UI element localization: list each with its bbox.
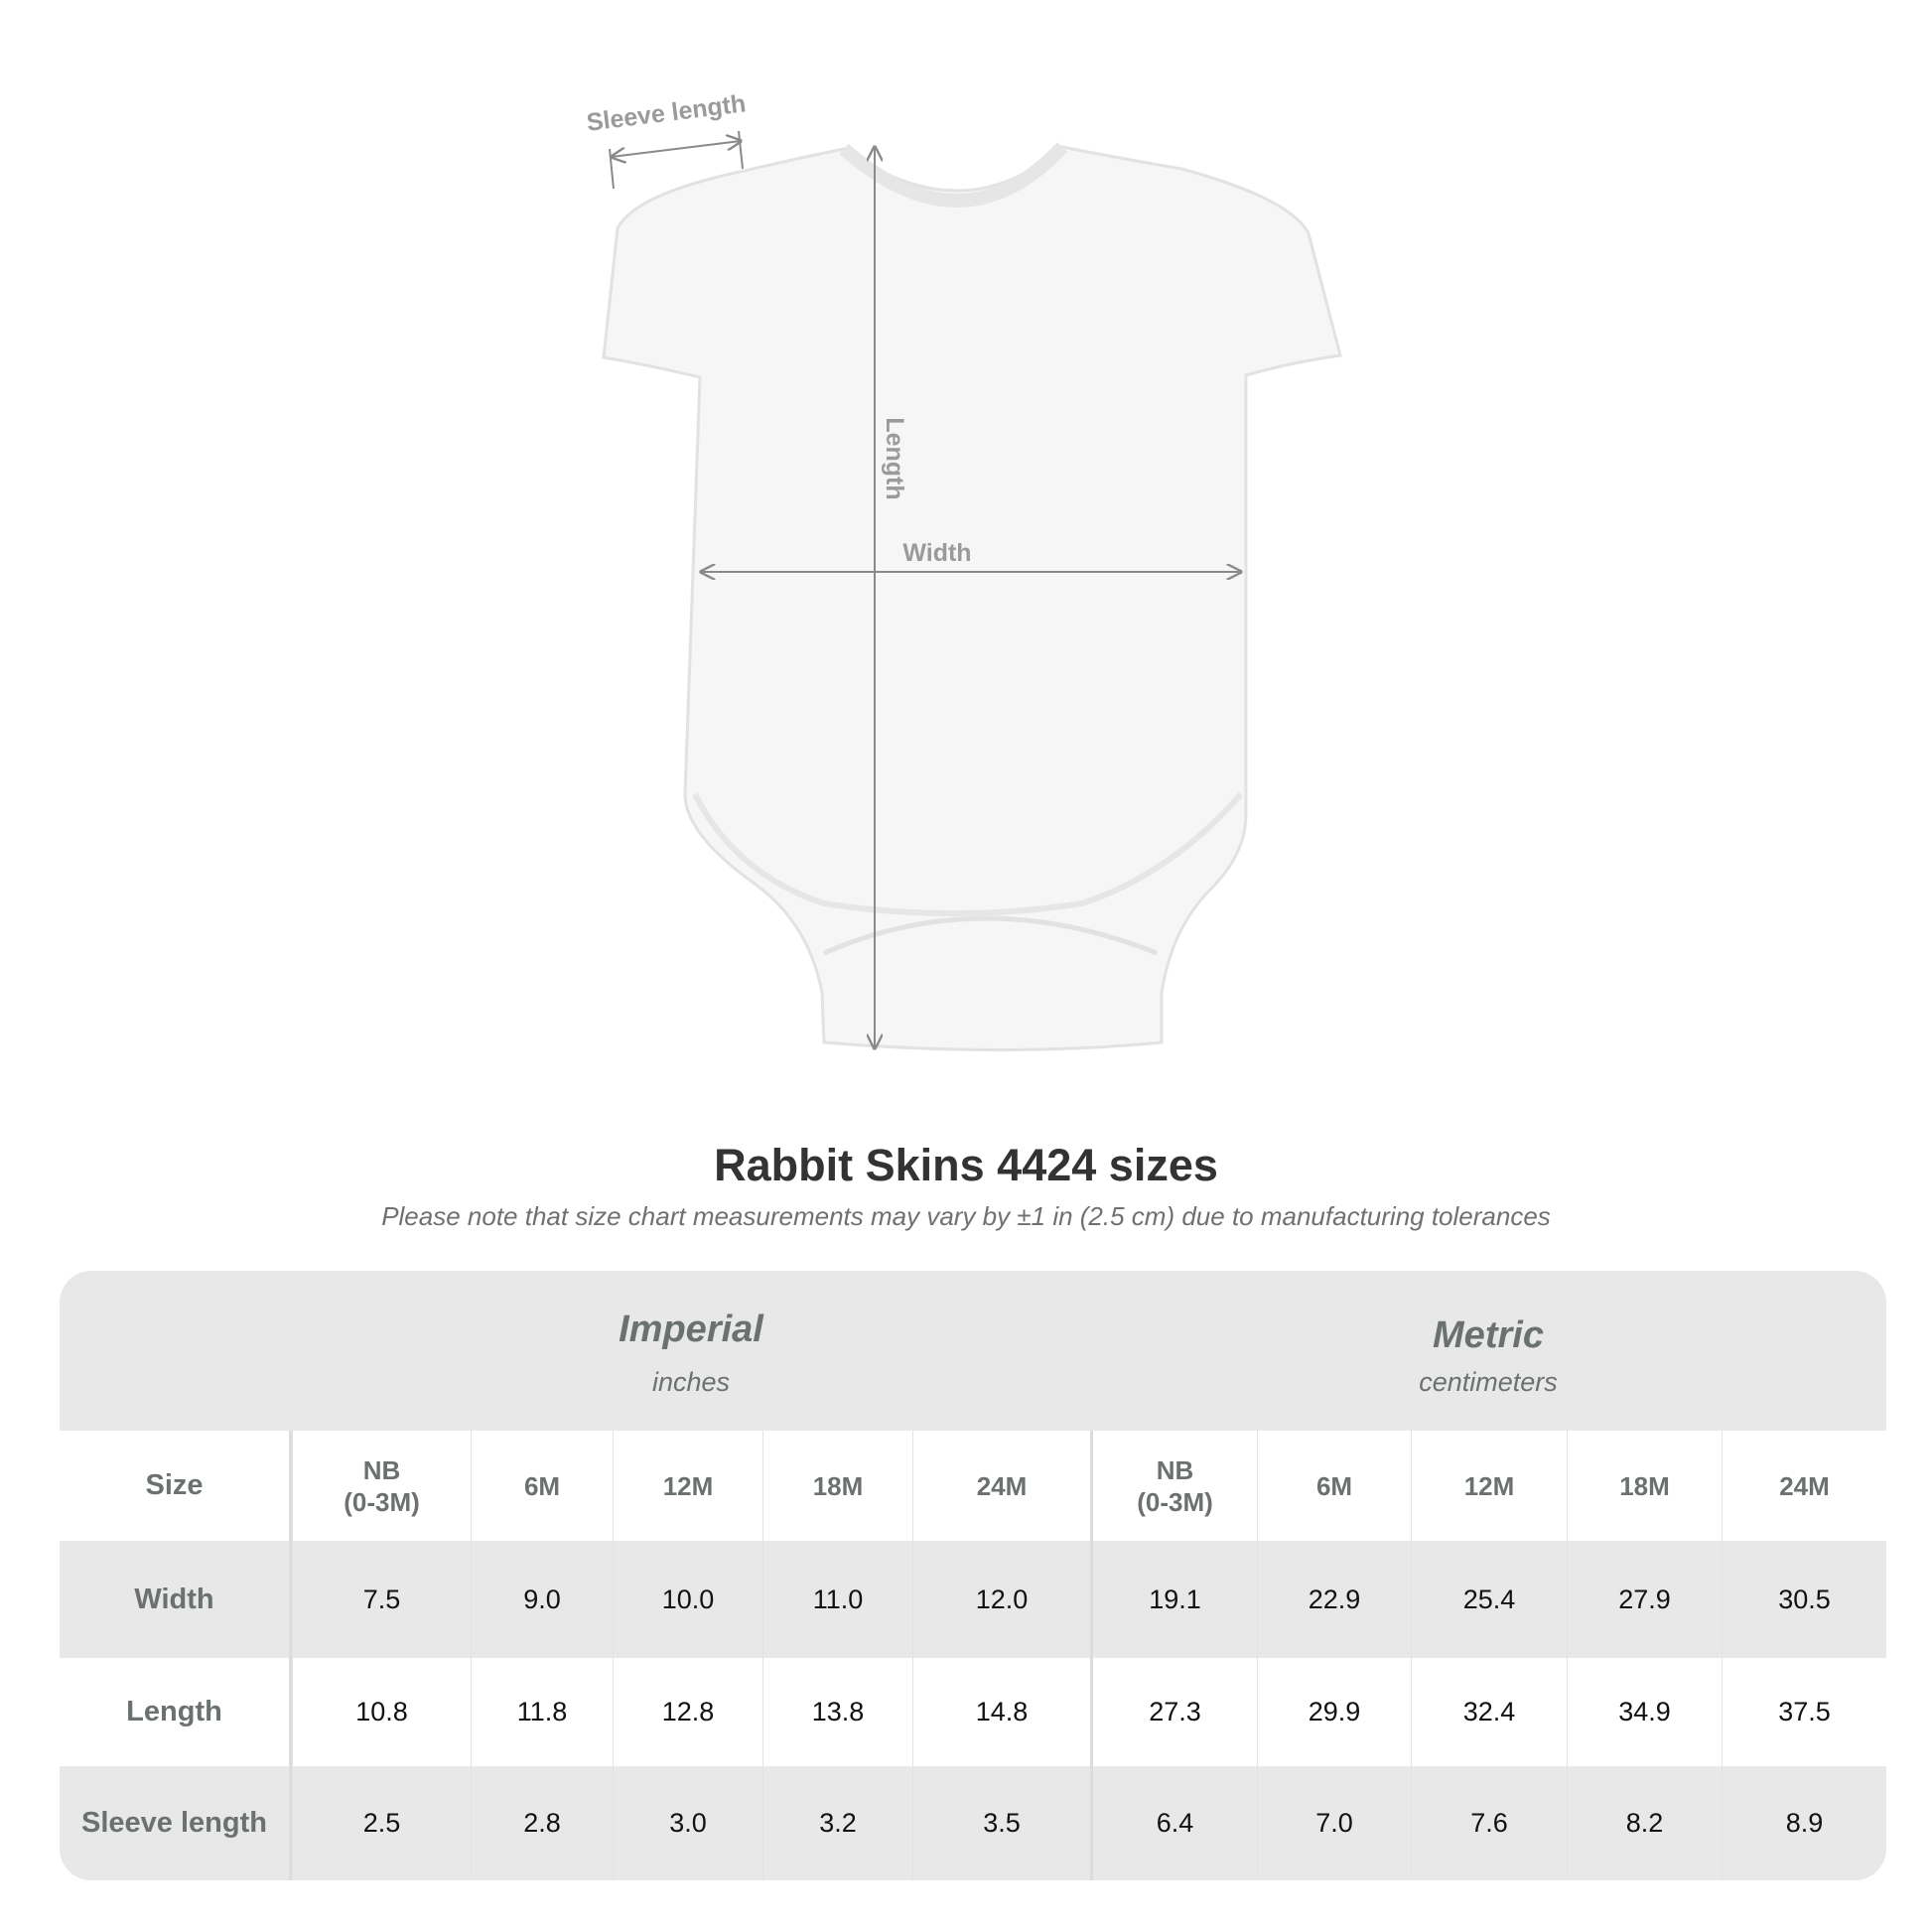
size-header-cell: 24M [1722,1431,1886,1541]
table-row: Length 10.8 11.8 12.8 13.8 14.8 27.3 29.9 32.4 34… [60,1658,1886,1766]
metric-value: 22.9 [1257,1541,1411,1658]
metric-value: 34.9 [1567,1658,1722,1766]
row-label: Width [60,1541,292,1658]
metric-value: 30.5 [1722,1541,1886,1658]
metric-unit: centimeters [1419,1367,1558,1397]
imperial-value: 2.8 [471,1766,613,1880]
size-header-cell: 12M [1411,1431,1567,1541]
size-table: Imperial inches Metric centimeters Size N… [60,1271,1886,1880]
metric-value: 8.2 [1567,1766,1722,1880]
onesie-diagram: Sleeve length Length Width [585,89,1342,1051]
imperial-header: Imperial inches [292,1309,1090,1398]
size-header-cell: 24M [912,1431,1090,1541]
table-row: Sleeve length 2.5 2.8 3.0 3.2 3.5 6.4 7.0 7.6 8.2… [60,1766,1886,1880]
sleeve-length-arrow [612,141,741,157]
size-header-cell: 18M [762,1431,912,1541]
metric-header: Metric centimeters [1090,1314,1886,1398]
metric-value: 25.4 [1411,1541,1567,1658]
size-header-row: Size NB (0-3M) 6M 12M 18M 24M NB (0-3M) 6M 12M 18M 2… [60,1431,1886,1541]
imperial-value: 12.0 [912,1541,1090,1658]
imperial-value: 12.8 [613,1658,762,1766]
imperial-value: 9.0 [471,1541,613,1658]
imperial-value: 11.8 [471,1658,613,1766]
metric-value: 19.1 [1090,1541,1257,1658]
size-header-cell: 6M [1257,1431,1411,1541]
metric-title: Metric [1433,1314,1544,1356]
length-label: Length [881,417,908,499]
row-label: Length [60,1658,292,1766]
size-header-cell: NB (0-3M) [1090,1431,1257,1541]
size-header-cell: NB (0-3M) [292,1431,471,1541]
onesie-snap-flap [822,915,1158,956]
imperial-value: 10.0 [613,1541,762,1658]
imperial-value: 3.0 [613,1766,762,1880]
metric-value: 27.3 [1090,1658,1257,1766]
imperial-value: 7.5 [292,1541,471,1658]
row-label: Sleeve length [60,1766,292,1880]
imperial-value: 3.5 [912,1766,1090,1880]
width-label: Width [902,539,971,567]
imperial-value: 10.8 [292,1658,471,1766]
imperial-value: 13.8 [762,1658,912,1766]
page-title: Rabbit Skins 4424 sizes [714,1140,1218,1190]
onesie-hem [692,792,1244,916]
imperial-value: 11.0 [762,1541,912,1658]
imperial-value: 3.2 [762,1766,912,1880]
metric-value: 37.5 [1722,1658,1886,1766]
imperial-title: Imperial [619,1309,763,1350]
imperial-unit: inches [651,1367,731,1397]
metric-value: 29.9 [1257,1658,1411,1766]
tolerance-note: Please note that size chart measurements… [381,1201,1551,1231]
size-header-cell: 18M [1567,1431,1722,1541]
metric-value: 27.9 [1567,1541,1722,1658]
imperial-value: 14.8 [912,1658,1090,1766]
metric-value: 7.0 [1257,1766,1411,1880]
metric-value: 8.9 [1722,1766,1886,1880]
size-label: Size [60,1431,292,1541]
size-header-cell: 12M [613,1431,762,1541]
metric-value: 6.4 [1090,1766,1257,1880]
sleeve-length-label: Sleeve length [585,89,747,136]
imperial-value: 2.5 [292,1766,471,1880]
size-header-cell: 6M [471,1431,613,1541]
table-row: Width 7.5 9.0 10.0 11.0 12.0 19.1 22.9 25.4 27.9 3… [60,1541,1886,1658]
metric-value: 32.4 [1411,1658,1567,1766]
metric-value: 7.6 [1411,1766,1567,1880]
